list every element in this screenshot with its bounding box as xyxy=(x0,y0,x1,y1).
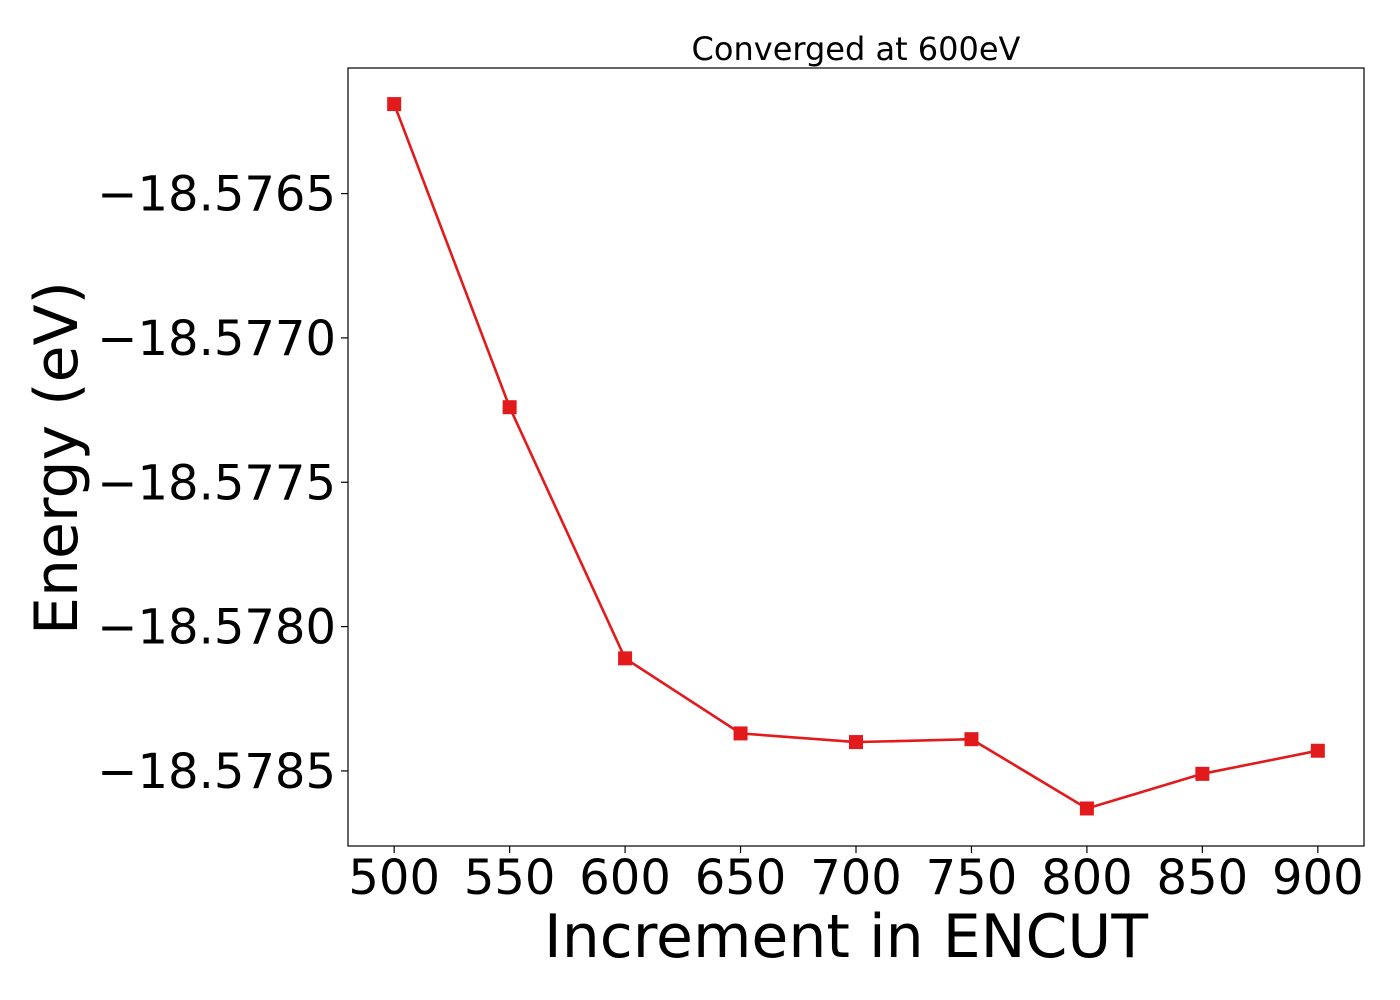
y-tick-label: −18.5775 xyxy=(97,455,336,511)
x-tick-label: 900 xyxy=(1272,850,1364,906)
data-point xyxy=(964,732,979,747)
y-axis-label: Energy (eV) xyxy=(22,281,92,635)
data-point xyxy=(733,726,748,741)
data-point xyxy=(1310,743,1325,758)
x-tick-label: 700 xyxy=(810,850,902,906)
y-tick-label: −18.5770 xyxy=(97,311,336,367)
data-point xyxy=(1195,766,1210,781)
data-point xyxy=(1079,801,1094,816)
x-axis-label: Increment in ENCUT xyxy=(544,902,1148,972)
y-axis: −18.5765 −18.5770 −18.5775 −18.5780 −18.5785 xyxy=(97,167,348,800)
y-tick-label: −18.5785 xyxy=(97,744,336,800)
x-tick-label: 850 xyxy=(1157,850,1249,906)
data-point xyxy=(387,97,402,112)
x-tick-label: 800 xyxy=(1041,850,1133,906)
x-tick-label: 600 xyxy=(579,850,671,906)
x-tick-label: 550 xyxy=(464,850,556,906)
series-line xyxy=(392,103,1319,810)
data-point xyxy=(849,735,863,750)
plot-area xyxy=(347,67,1365,847)
data-point xyxy=(618,651,633,666)
series-layer xyxy=(387,97,1325,816)
x-tick-label: 650 xyxy=(695,850,787,906)
x-tick-label: 750 xyxy=(926,850,1018,906)
y-tick-label: −18.5765 xyxy=(97,167,336,223)
x-tick-label: 500 xyxy=(348,850,440,906)
y-tick-label: −18.5780 xyxy=(97,600,336,656)
plot-frame xyxy=(347,67,1365,847)
data-point xyxy=(502,400,517,415)
chart-title: Converged at 600eV xyxy=(692,30,1021,68)
x-axis: 500 550 600 650 700 750 800 850 900 xyxy=(348,846,1364,906)
